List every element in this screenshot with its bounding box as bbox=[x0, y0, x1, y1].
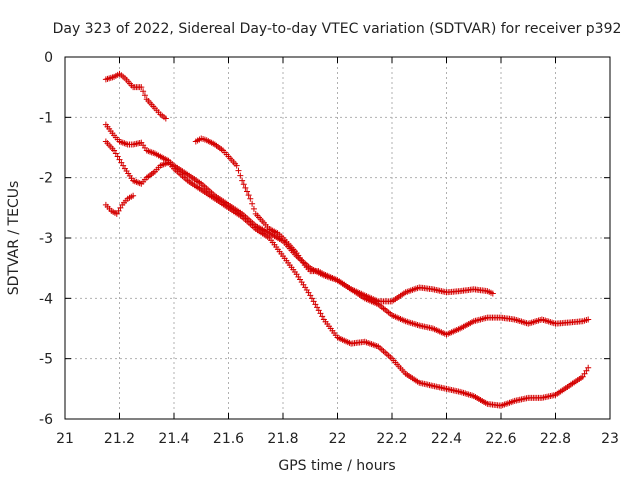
y-axis-label: SDTVAR / TECUs bbox=[6, 181, 22, 296]
data-point bbox=[130, 192, 137, 199]
data-point bbox=[319, 313, 326, 320]
data-point bbox=[583, 367, 590, 374]
data-point bbox=[312, 301, 319, 308]
data-point bbox=[111, 147, 118, 154]
data-point bbox=[116, 156, 123, 163]
x-axis-label: GPS time / hours bbox=[278, 458, 395, 474]
data-point bbox=[308, 295, 315, 302]
data-point bbox=[237, 172, 244, 179]
series-track-4 bbox=[102, 192, 137, 217]
data-markers bbox=[102, 70, 592, 409]
y-tick-label: -1 bbox=[39, 110, 53, 126]
y-tick-label: -6 bbox=[39, 412, 53, 428]
chart-title: Day 323 of 2022, Sidereal Day-to-day VTE… bbox=[53, 21, 622, 37]
data-point bbox=[239, 177, 246, 184]
axis-ticks: 21 21.2 21.4 21.6 21.8 22 22.2 22.4 22.6 22.8 23 0 -… bbox=[39, 50, 619, 447]
data-point bbox=[120, 162, 127, 169]
data-point bbox=[250, 205, 257, 212]
x-tick-label: 22 bbox=[329, 431, 347, 447]
data-point bbox=[162, 115, 169, 122]
data-point bbox=[579, 373, 586, 380]
data-point bbox=[240, 181, 247, 188]
data-point bbox=[138, 84, 145, 91]
data-point bbox=[307, 292, 314, 299]
x-tick-label: 21 bbox=[56, 431, 74, 447]
data-point bbox=[141, 92, 148, 99]
x-tick-label: 21.8 bbox=[267, 431, 298, 447]
y-tick-label: -5 bbox=[39, 352, 53, 368]
data-point bbox=[314, 304, 321, 311]
data-point bbox=[315, 307, 322, 314]
y-tick-label: 0 bbox=[44, 50, 53, 66]
grid bbox=[65, 57, 610, 419]
data-point bbox=[310, 298, 317, 305]
y-tick-label: -2 bbox=[39, 171, 53, 187]
x-tick-label: 21.4 bbox=[158, 431, 189, 447]
data-point bbox=[114, 153, 121, 160]
data-point bbox=[117, 204, 124, 211]
x-tick-label: 22.6 bbox=[485, 431, 516, 447]
x-tick-label: 22.4 bbox=[431, 431, 462, 447]
x-tick-label: 21.2 bbox=[104, 431, 135, 447]
series-track-5 bbox=[192, 135, 496, 305]
data-point bbox=[249, 200, 256, 207]
x-tick-label: 22.8 bbox=[540, 431, 571, 447]
x-tick-label: 22.2 bbox=[376, 431, 407, 447]
data-point bbox=[317, 310, 324, 317]
data-point bbox=[247, 195, 254, 202]
data-point bbox=[233, 162, 240, 169]
data-point bbox=[118, 159, 125, 166]
data-point bbox=[244, 188, 251, 195]
x-tick-label: 21.6 bbox=[213, 431, 244, 447]
data-point bbox=[242, 184, 249, 191]
data-point bbox=[585, 316, 592, 323]
data-point bbox=[245, 192, 252, 199]
data-point bbox=[489, 290, 496, 297]
data-point bbox=[113, 210, 120, 217]
x-tick-label: 23 bbox=[601, 431, 619, 447]
data-point bbox=[581, 370, 588, 377]
data-point bbox=[140, 88, 147, 95]
data-point bbox=[115, 207, 122, 214]
y-tick-label: -3 bbox=[39, 231, 53, 247]
data-point bbox=[235, 167, 242, 174]
series-track-1 bbox=[102, 70, 169, 122]
series-track-3 bbox=[102, 138, 592, 409]
y-tick-label: -4 bbox=[39, 291, 53, 307]
series-track-2 bbox=[102, 121, 592, 338]
data-point bbox=[585, 364, 592, 371]
data-point bbox=[112, 150, 119, 157]
